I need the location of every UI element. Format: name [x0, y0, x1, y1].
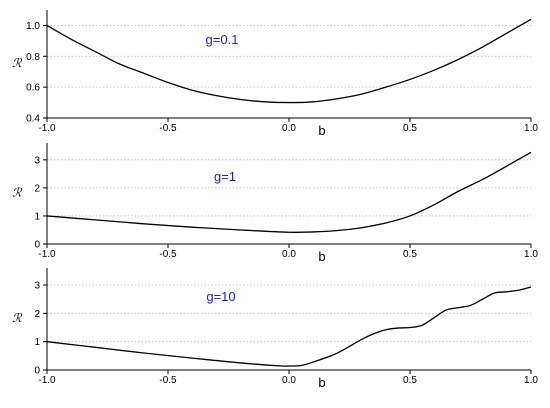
x-tick-label: 0.5 [403, 375, 417, 386]
panel-g-10: 0 1 2 3 -1.0 -0.5 0.0 0.5 1.0 b ℛg=10 [12, 268, 538, 390]
y-axis-label: ℛ [12, 56, 23, 70]
x-tick-label: 1.0 [524, 375, 538, 386]
y-tick-label: 0.6 [26, 83, 40, 94]
x-tick-label: 1.0 [524, 123, 538, 134]
y-tick-label: 1.0 [26, 21, 40, 32]
series-line [46, 151, 532, 234]
y-tick-label: 0.8 [26, 52, 40, 63]
g-annotation: g=0.1 [206, 32, 239, 47]
y-tick-label: 1 [34, 337, 40, 348]
x-tick-label: 0.0 [282, 249, 296, 260]
g-annotation: g=10 [206, 289, 235, 304]
x-tick-label: -0.5 [159, 375, 177, 386]
x-axis-label: b [318, 375, 325, 390]
panel-g-0-1: 0.4 0.6 0.8 1.0 -1.0 -0.5 0.0 0.5 1.0 b ℛg=0.1 [12, 10, 538, 138]
y-tick-label: 2 [34, 309, 40, 320]
x-axis-label: b [318, 249, 325, 264]
y-axis-label: ℛ [12, 186, 23, 200]
x-tick-label: -0.5 [159, 123, 177, 134]
x-tick-label: -1.0 [38, 123, 56, 134]
y-tick-label: 0 [34, 240, 40, 251]
x-tick-label: -0.5 [159, 249, 177, 260]
x-tick-label: 0.0 [282, 375, 296, 386]
x-tick-label: 0.5 [403, 123, 417, 134]
g-annotation: g=1 [214, 169, 236, 184]
series-line [46, 286, 532, 367]
y-tick-label: 0.4 [26, 114, 40, 125]
y-tick-label: 3 [34, 281, 40, 292]
y-axis-label: ℛ [12, 311, 23, 325]
y-tick-label: 3 [34, 155, 40, 166]
y-tick-label: 0 [34, 366, 40, 377]
series-line [46, 18, 532, 104]
x-tick-label: 1.0 [524, 249, 538, 260]
x-tick-label: 0.5 [403, 249, 417, 260]
x-tick-label: -1.0 [38, 375, 56, 386]
x-tick-label: -1.0 [38, 249, 56, 260]
x-tick-label: 0.0 [282, 123, 296, 134]
panel-g-1: 0 1 2 3 -1.0 -0.5 0.0 0.5 1.0 b ℛg=1 [12, 143, 538, 264]
y-tick-label: 1 [34, 211, 40, 222]
x-axis-label: b [318, 123, 325, 138]
y-tick-label: 2 [34, 183, 40, 194]
